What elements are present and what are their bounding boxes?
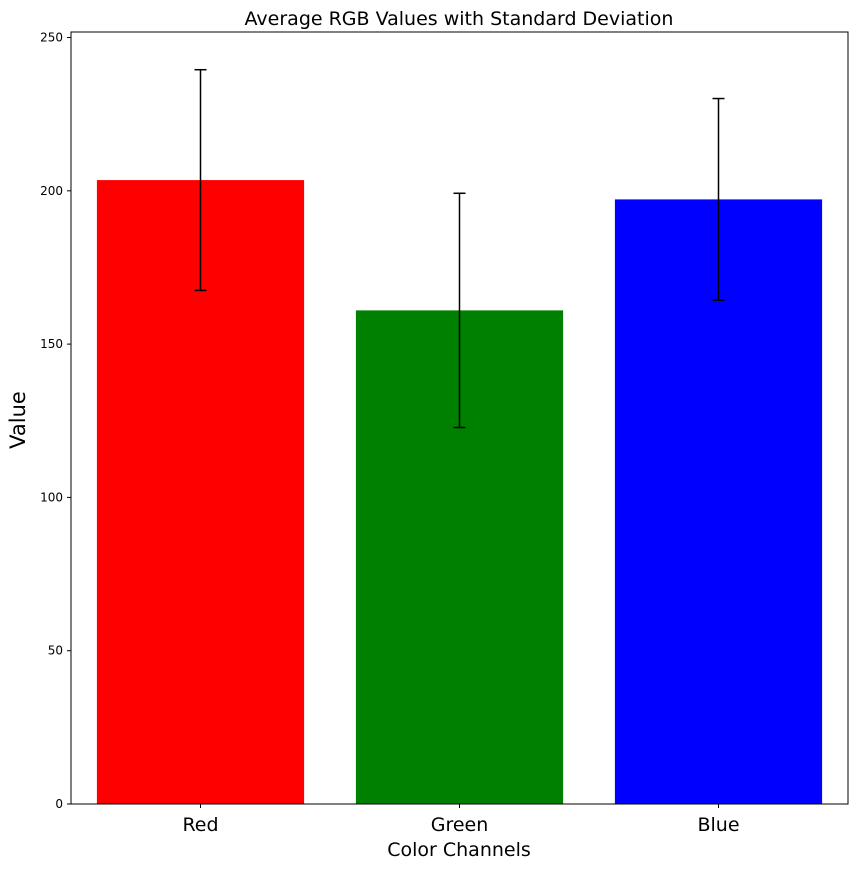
x-tick-label-green: Green — [431, 814, 489, 836]
x-tick-label-red: Red — [182, 814, 218, 836]
y-axis-label: Value — [6, 391, 30, 449]
chart-title: Average RGB Values with Standard Deviati… — [245, 8, 674, 30]
y-tick-label: 200 — [40, 184, 63, 198]
x-axis-label: Color Channels — [387, 839, 531, 861]
y-tick-label: 150 — [40, 337, 63, 351]
y-tick-label: 0 — [55, 797, 63, 811]
y-tick-label: 250 — [40, 31, 63, 45]
y-tick-label: 100 — [40, 490, 63, 504]
plot-area: 0 50 100 150 200 250 Red Green Blue — [40, 31, 849, 836]
y-tick-label: 50 — [48, 644, 63, 658]
x-tick-label-blue: Blue — [697, 814, 739, 836]
